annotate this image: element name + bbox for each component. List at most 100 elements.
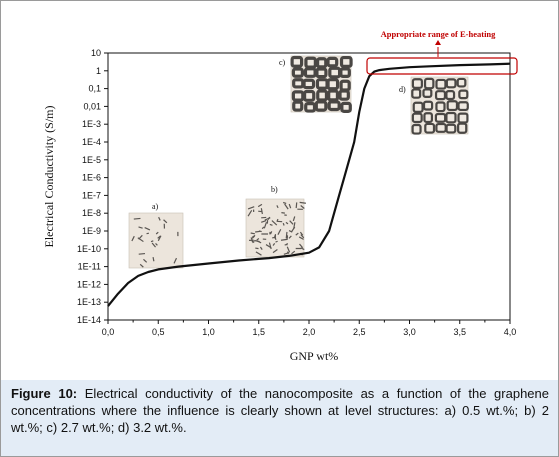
inset-flake <box>138 252 146 255</box>
y-tick-label: 0,1 <box>88 84 101 94</box>
inset-flake <box>255 251 262 256</box>
inset-b: b) <box>245 185 306 258</box>
inset-label: d) <box>399 85 406 94</box>
inset-grain <box>422 88 433 98</box>
inset-grain <box>422 100 434 111</box>
inset-flake <box>288 235 292 239</box>
y-tick-label: 1E-9 <box>82 226 101 236</box>
inset-flake <box>157 235 162 242</box>
inset-grain <box>411 112 423 124</box>
inset-flake <box>151 242 156 248</box>
inset-grain <box>445 111 457 124</box>
inset-background <box>245 198 305 258</box>
inset-grain <box>434 112 447 123</box>
inset-grain <box>339 67 351 78</box>
y-tick-label: 1E-8 <box>82 208 101 218</box>
inset-d: d) <box>399 76 469 135</box>
caption-label: Figure 10: <box>11 386 78 401</box>
y-tick-label: 1E-7 <box>82 190 101 200</box>
inset-flake <box>299 243 304 249</box>
inset-background <box>128 212 184 269</box>
inset-flake <box>152 256 155 262</box>
inset-flake <box>261 220 267 223</box>
inset-flake <box>155 231 159 235</box>
inset-flake <box>143 258 148 263</box>
inset-flake <box>299 201 306 204</box>
y-tick-label: 1E-14 <box>77 315 101 325</box>
inset-flake <box>247 206 255 210</box>
inset-grain <box>315 67 328 79</box>
inset-grain <box>292 100 304 112</box>
inset-flake <box>251 235 256 239</box>
inset-flake <box>269 231 273 235</box>
inset-grain <box>315 78 329 90</box>
inset-flake <box>144 227 151 231</box>
range-arrowhead <box>435 40 441 45</box>
inset-c: c) <box>279 55 353 113</box>
inset-flake <box>288 203 292 209</box>
inset-flake <box>300 205 305 209</box>
inset-flake <box>271 220 278 226</box>
x-tick-label: 2,5 <box>353 327 366 337</box>
inset-flake <box>273 235 277 240</box>
inset-grain <box>457 112 469 124</box>
inset-flake <box>138 234 143 240</box>
x-tick-label: 1,0 <box>202 327 215 337</box>
range-box <box>366 57 518 75</box>
inset-flake <box>256 238 260 241</box>
inset-grain <box>435 122 447 133</box>
inset-flake <box>257 203 263 208</box>
y-tick-label: 0,01 <box>83 101 101 111</box>
inset-flake <box>250 232 255 235</box>
inset-flake <box>300 247 305 251</box>
inset-flake <box>288 230 293 233</box>
y-tick-label: 10 <box>91 48 101 58</box>
inset-flake <box>298 236 304 240</box>
range-label: Appropriate range of E-heating <box>381 29 497 39</box>
inset-grain <box>327 89 340 102</box>
y-tick-label: 1E-5 <box>82 155 101 165</box>
inset-flake <box>139 263 144 268</box>
inset-flake <box>285 231 288 239</box>
inset-flake <box>155 243 158 246</box>
inset-grain <box>424 122 436 134</box>
x-tick-label: 0,0 <box>102 327 115 337</box>
inset-grain <box>435 78 447 90</box>
y-tick-label: 1E-13 <box>77 297 101 307</box>
inset-grain <box>302 89 316 102</box>
y-tick-label: 1 <box>96 66 101 76</box>
x-tick-label: 0,5 <box>152 327 165 337</box>
inset-flake <box>282 222 285 226</box>
inset-flake <box>133 217 141 220</box>
inset-flake <box>131 235 135 242</box>
caption-text: Figure 10: Electrical conductivity of th… <box>11 385 549 436</box>
inset-flake <box>286 246 291 253</box>
inset-flake <box>300 234 305 239</box>
inset-grain <box>303 67 317 78</box>
inset-grain <box>304 56 317 69</box>
inset-grain <box>338 89 350 101</box>
figure-caption: Figure 10: Electrical conductivity of th… <box>1 380 558 456</box>
y-tick-label: 1E-4 <box>82 137 101 147</box>
inset-grain <box>339 79 351 92</box>
inset-grain <box>423 112 434 124</box>
inset-flake <box>158 216 161 221</box>
inset-grain <box>291 90 305 102</box>
x-tick-label: 4,0 <box>504 327 517 337</box>
y-tick-label: 1E-11 <box>78 262 101 272</box>
inset-flake <box>255 247 259 250</box>
y-tick-label: 1E-3 <box>82 119 101 129</box>
inset-flake <box>283 252 290 255</box>
x-axis-title: GNP wt% <box>290 349 339 363</box>
inset-grain <box>314 100 328 112</box>
x-tick-label: 2,0 <box>303 327 316 337</box>
inset-grain <box>457 101 469 112</box>
x-tick-label: 3,5 <box>453 327 466 337</box>
inset-flake <box>163 219 168 224</box>
inset-flake <box>284 203 289 210</box>
inset-grain <box>457 122 468 134</box>
inset-grain <box>412 101 424 113</box>
inset-flake <box>260 208 263 215</box>
inset-flake <box>261 226 265 230</box>
